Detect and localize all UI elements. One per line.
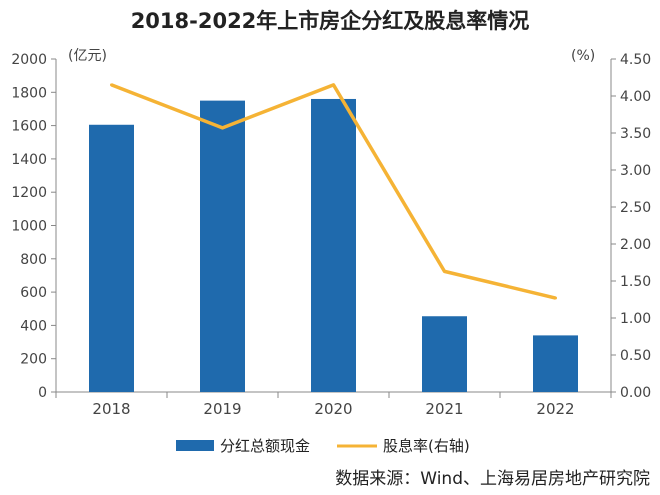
bar — [533, 335, 578, 392]
right-tick-label: 3.50 — [620, 126, 651, 142]
bar — [89, 124, 134, 392]
right-axis-unit: (%) — [571, 48, 595, 64]
right-tick-label: 1.00 — [620, 311, 651, 327]
line-series — [110, 83, 557, 300]
left-tick-label: 600 — [20, 285, 47, 301]
right-axis-ticks: 0.00 0.50 1.00 1.50 2.00 2.50 3.00 3.50 4.00 4.50 — [611, 52, 651, 401]
left-tick-label: 1400 — [11, 152, 47, 168]
left-tick-label: 800 — [20, 252, 47, 268]
right-tick-label: 1.50 — [620, 274, 651, 290]
right-tick-label: 4.00 — [620, 89, 651, 105]
x-tick-label: 2018 — [92, 400, 130, 418]
bar — [422, 316, 467, 392]
left-axis-ticks: 0 200 400 600 800 1000 1200 1400 1600 1800 2000 — [11, 52, 56, 401]
x-tick-label: 2020 — [314, 400, 352, 418]
left-tick-label: 1800 — [11, 85, 47, 101]
left-tick-label: 0 — [38, 385, 47, 401]
right-tick-label: 0.50 — [620, 348, 651, 364]
legend-line-label: 股息率(右轴) — [383, 437, 470, 455]
x-axis-ticks: 2018 2019 2020 2021 2022 — [55, 392, 612, 418]
line-point — [443, 269, 446, 273]
right-tick-label: 0.00 — [620, 385, 651, 401]
left-tick-label: 2000 — [11, 52, 47, 68]
bar — [200, 100, 245, 392]
left-axis-unit: (亿元) — [68, 48, 107, 64]
left-tick-label: 400 — [20, 318, 47, 334]
bar — [311, 98, 356, 393]
legend-bar-swatch — [176, 440, 214, 451]
left-tick-label: 1600 — [11, 119, 47, 135]
right-tick-label: 3.00 — [620, 163, 651, 179]
left-tick-label: 1200 — [11, 185, 47, 201]
left-tick-label: 1000 — [11, 219, 47, 235]
left-tick-label: 200 — [20, 352, 47, 368]
right-tick-label: 4.50 — [620, 52, 651, 68]
bar-series — [89, 98, 578, 393]
line-point — [221, 126, 224, 130]
chart-title: 2018-2022年上市房企分红及股息率情况 — [131, 9, 530, 33]
source-note: 数据来源：Wind、上海易居房地产研究院 — [335, 469, 650, 489]
right-tick-label: 2.50 — [620, 200, 651, 216]
x-tick-label: 2019 — [203, 400, 241, 418]
legend: 分红总额现金 股息率(右轴) — [176, 437, 470, 455]
line-point — [554, 296, 557, 300]
x-tick-label: 2022 — [536, 400, 574, 418]
legend-bar-label: 分红总额现金 — [220, 437, 310, 455]
line-point — [110, 83, 113, 87]
x-tick-label: 2021 — [425, 400, 463, 418]
right-tick-label: 2.00 — [620, 237, 651, 253]
line-point — [332, 83, 335, 87]
